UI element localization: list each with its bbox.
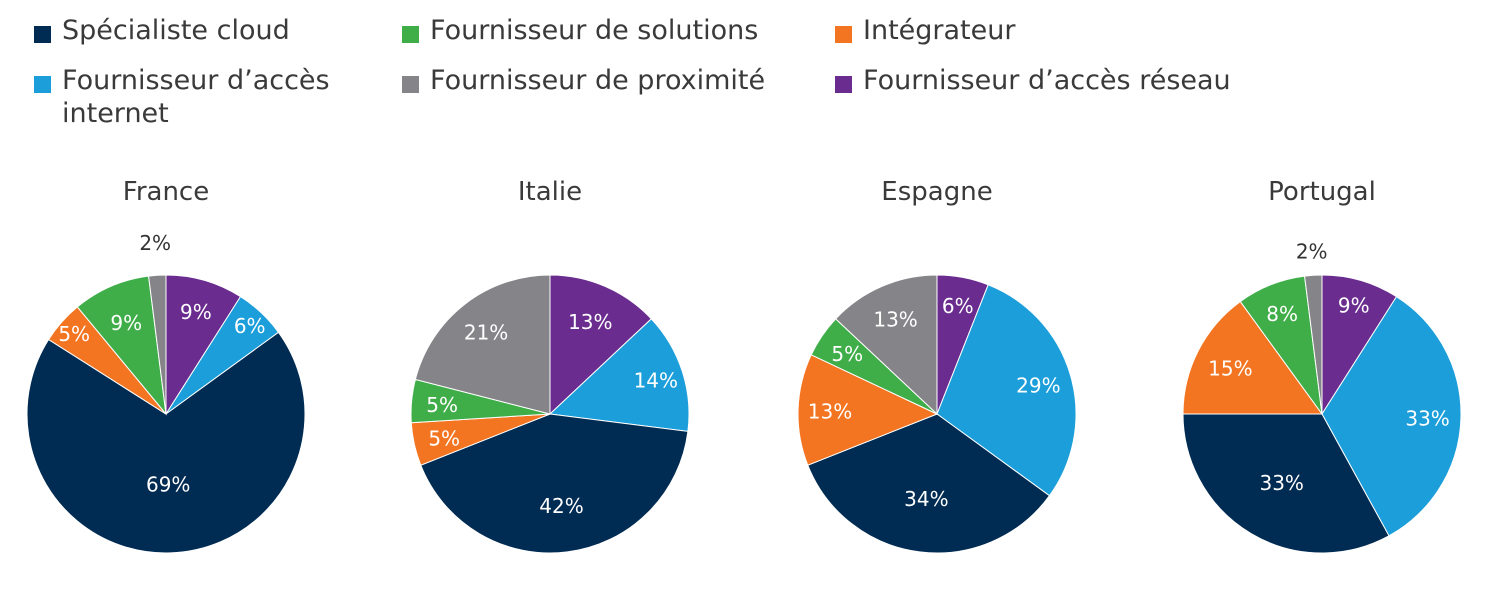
pie-slice-label: 5% [428,427,460,451]
pie-slice-label: 2% [1296,239,1328,263]
legend-swatch-solutions [402,26,419,43]
pie-slice-label: 42% [539,494,583,518]
pie-slice [165,274,242,416]
pie-slice-label: 13% [808,400,852,424]
pie-chart-1: Italie 13% 14% 42% 5% 5% 21% [410,177,690,554]
legend-label-proximite: Fournisseur de proximité [430,65,766,96]
chart-legend: Spécialiste cloud Fournisseur de solutio… [34,14,1454,144]
legend-label-solutions: Fournisseur de solutions [430,15,759,46]
pie-slice-label: 5% [426,393,458,417]
pie-slice [807,413,1051,554]
legend-item-solutions: Fournisseur de solutions [402,14,758,47]
pie-title: Espagne [881,177,992,207]
legend-swatch-cloud [34,26,51,43]
legend-label-internet: Fournisseur d’accès internet [62,65,330,129]
legend-label-reseau: Fournisseur d’accès réseau [863,65,1231,96]
legend-swatch-integrateur [835,26,852,43]
pie-slice-label: 33% [1259,471,1303,495]
pie-slice-label: 13% [873,307,917,331]
pie-slice [1182,413,1390,554]
legend-swatch-proximite [402,76,419,93]
pie-slice [420,413,689,554]
pie-slice [549,274,653,416]
pie-slice-label: 69% [146,473,190,497]
pie-slice-label: 5% [831,342,863,366]
pie-slice [834,274,938,416]
pie-title: France [123,177,209,207]
pie-slice-label: 8% [1266,302,1298,326]
pie-slice [1321,295,1462,537]
pie-slice-label: 33% [1405,406,1449,430]
pie-slice [548,318,690,432]
pie-slice [1304,274,1323,415]
legend-item-reseau: Fournisseur d’accès réseau [835,64,1231,97]
pie-slice-label: 6% [234,314,266,338]
pie-slice [26,331,306,554]
legend-item-integrateur: Intégrateur [835,14,1015,47]
pie-slice [148,274,167,415]
pie-slice [797,354,939,466]
pie-slice-label: 14% [634,369,678,393]
pie-chart-2: Espagne 6% 29% 34% 13% 5% 13% [797,177,1077,554]
pie-slice-label: 15% [1208,356,1252,380]
legend-label-integrateur: Intégrateur [863,15,1016,46]
pie-chart-3: Portugal 9% 33% 33% 15% 8% 2% [1182,177,1462,554]
pie-slice [1182,300,1323,415]
pie-slice-label: 6% [942,294,974,318]
pie-slice-label: 2% [139,231,171,255]
pie-slice-label: 34% [904,487,948,511]
pie-slice-label: 9% [180,300,212,324]
pie-slice [76,275,167,416]
pie-title: Portugal [1268,177,1376,207]
pie-chart-0: France 9% 6% 69% 5% 9% 2% [26,177,306,554]
legend-swatch-internet [34,76,51,93]
pie-slice-label: 21% [464,321,508,345]
legend-label-cloud: Spécialiste cloud [62,15,290,46]
pie-slice-label: 29% [1016,374,1060,398]
pie-slice [414,274,551,415]
pie-slice [936,284,1077,497]
pie-slice-label: 13% [568,310,612,334]
legend-item-proximite: Fournisseur de proximité [402,64,765,97]
legend-swatch-reseau [835,76,852,93]
pie-slice-label: 5% [58,322,90,346]
pie-title: Italie [518,177,582,207]
legend-item-cloud: Spécialiste cloud [34,14,290,47]
legend-item-internet: Fournisseur d’accès internet [34,64,344,130]
pie-slice-label: 9% [110,311,142,335]
pie-slice-label: 9% [1338,294,1370,318]
pie-slice [1321,274,1398,416]
